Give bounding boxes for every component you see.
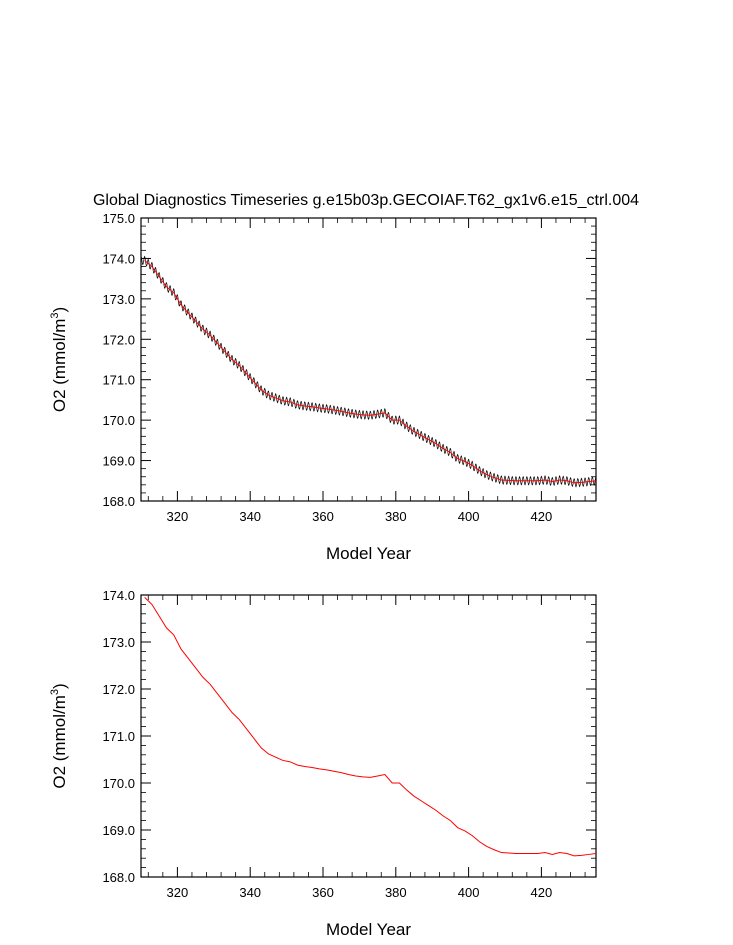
x-tick-label: 420 [531,885,553,900]
series-line-monthly [141,255,596,488]
x-tick-label: 420 [531,509,553,524]
x-tick-label: 320 [167,509,189,524]
x-tick-label: 320 [167,885,189,900]
x-tick-label: 360 [312,885,334,900]
y-tick-label: 173.0 [102,635,135,650]
y-axis-label-superscript: 3 [49,313,61,319]
x-tick-label: 360 [312,509,334,524]
y-tick-label: 169.0 [102,454,135,469]
y-axis-label: O2 (mmol/m3) [49,683,69,788]
y-tick-label: 171.0 [102,729,135,744]
plot-frame [140,594,597,878]
y-axis-label-close: ) [50,307,69,313]
x-tick-label: 380 [385,885,407,900]
y-axis-label-superscript: 3 [49,689,61,695]
y-tick-label: 173.0 [102,292,135,307]
y-tick-label: 170.0 [102,776,135,791]
x-tick-label: 400 [458,509,480,524]
y-axis-label-main: O2 (mmol/m [50,319,69,413]
y-tick-label: 168.0 [102,870,135,885]
top-panel: 320 340 360 380 400 420 168.0 169.0 170.0 171.0 17… [49,211,597,563]
y-axis-label-close: ) [50,683,69,689]
x-tick-label: 340 [239,509,261,524]
y-tick-label: 168.0 [102,494,135,509]
figure-title: Global Diagnostics Timeseries g.e15b03p.… [93,192,639,209]
x-axis-label: Model Year [326,544,411,563]
x-tick-label: 380 [385,509,407,524]
y-axis-label-main: O2 (mmol/m [50,695,69,789]
bottom-panel: 320 340 360 380 400 420 168.0 169.0 170.0 171.0 17… [49,588,597,939]
x-axis-label: Model Year [326,920,411,939]
x-tick-label: 340 [239,885,261,900]
y-tick-label: 174.0 [102,251,135,266]
x-tick-label: 400 [458,885,480,900]
y-tick-label: 175.0 [102,211,135,226]
plot-frame [140,217,597,502]
y-tick-label: 171.0 [102,373,135,388]
series-line-annual-mean [144,596,596,857]
y-tick-label: 172.0 [102,332,135,347]
series-line-annual-mean [144,260,596,484]
y-axis-label: O2 (mmol/m3) [49,307,69,412]
y-tick-label: 170.0 [102,413,135,428]
y-tick-label: 172.0 [102,682,135,697]
y-tick-label: 169.0 [102,823,135,838]
y-tick-label: 174.0 [102,588,135,603]
